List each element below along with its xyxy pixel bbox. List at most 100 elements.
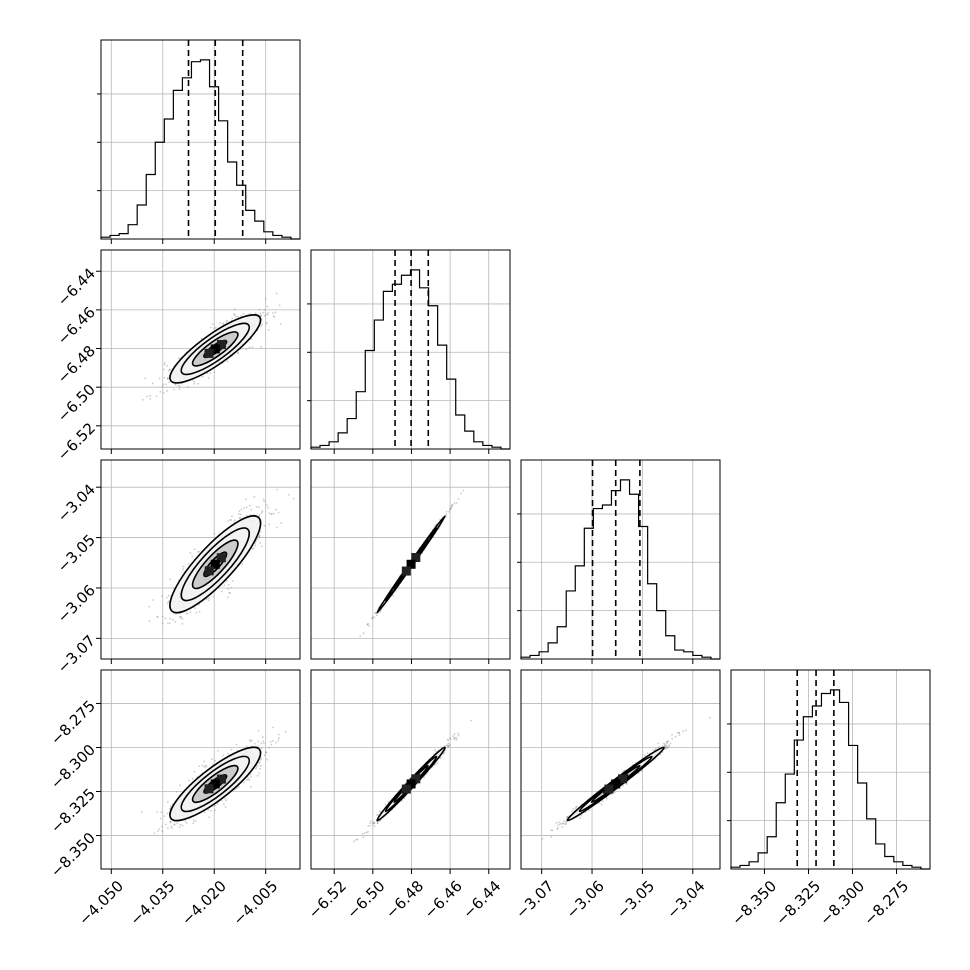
scatter-point — [436, 762, 439, 764]
scatter-point — [384, 803, 387, 806]
scatter-point — [198, 610, 201, 613]
scatter-point — [209, 809, 212, 812]
scatter-point — [161, 615, 164, 618]
scatter-point — [179, 617, 182, 619]
scatter-point — [213, 532, 216, 535]
scatter-point — [164, 617, 167, 620]
scatter-point — [448, 744, 450, 747]
scatter-point — [261, 510, 264, 512]
scatter-point — [278, 737, 280, 739]
scatter-point — [243, 781, 245, 784]
scatter-point — [237, 351, 239, 354]
scatter-point — [155, 395, 158, 398]
scatter-point — [198, 550, 201, 553]
panel-frame — [520, 459, 721, 660]
scatter-point — [272, 312, 274, 314]
scatter-point — [243, 507, 246, 509]
scatter-point — [179, 823, 182, 826]
scatter-point — [275, 741, 277, 744]
scatter-point — [196, 550, 199, 553]
scatter-point — [392, 594, 394, 597]
scatter-point — [220, 799, 223, 802]
scatter-point — [373, 822, 376, 824]
panel-3-0: −8.350−8.325−8.300−8.275−4.050 −4.035 −4.0… — [47, 669, 301, 929]
scatter-point — [362, 632, 365, 635]
scatter-point — [267, 506, 270, 509]
x-tick-label: −4.005 — [229, 877, 281, 929]
y-tick-label: −3.06 — [54, 581, 99, 626]
scatter-point — [273, 316, 276, 318]
scatter-point — [261, 323, 263, 326]
scatter-point — [181, 824, 184, 827]
scatter-point — [237, 315, 239, 318]
scatter-point — [401, 800, 404, 802]
scatter-point — [222, 754, 225, 757]
x-tick-label: −4.035 — [127, 877, 179, 929]
scatter-point — [251, 547, 254, 550]
scatter-point — [179, 784, 181, 787]
scatter-point — [242, 312, 245, 315]
scatter-point — [268, 512, 271, 515]
scatter-point — [254, 542, 256, 545]
scatter-point — [163, 815, 166, 818]
scatter-point — [443, 751, 446, 754]
density-core — [210, 779, 220, 789]
scatter-point — [258, 515, 261, 517]
scatter-point — [263, 754, 266, 756]
scatter-point — [179, 615, 182, 618]
scatter-point — [450, 505, 453, 508]
scatter-point — [238, 516, 241, 519]
scatter-point — [248, 504, 251, 507]
scatter-point — [235, 743, 238, 746]
scatter-point — [254, 312, 257, 315]
scatter-point — [178, 385, 181, 388]
scatter-point — [266, 758, 269, 761]
scatter-point — [236, 787, 239, 789]
scatter-point — [170, 825, 173, 828]
scatter-point — [270, 513, 273, 515]
scatter-point — [264, 751, 267, 754]
panel-1-1 — [307, 249, 511, 454]
scatter-point — [227, 752, 230, 755]
scatter-point — [257, 506, 260, 509]
scatter-point — [453, 737, 456, 740]
scatter-point — [376, 822, 379, 825]
scatter-point — [189, 552, 192, 554]
scatter-point — [449, 507, 452, 510]
scatter-point — [263, 308, 266, 311]
scatter-point — [247, 778, 250, 781]
scatter-point — [266, 313, 269, 316]
scatter-point — [453, 738, 456, 741]
scatter-point — [233, 519, 236, 522]
panel-0-0 — [97, 39, 301, 244]
scatter-point — [279, 323, 282, 326]
scatter-point — [222, 803, 225, 805]
scatter-point — [233, 312, 235, 315]
scatter-point — [250, 776, 253, 779]
scatter-point — [362, 836, 364, 839]
scatter-point — [158, 828, 161, 831]
scatter-point — [250, 338, 253, 340]
panel-frame — [310, 249, 511, 450]
scatter-point — [450, 506, 453, 509]
scatter-point — [275, 292, 278, 295]
scatter-point — [256, 745, 259, 748]
density-core — [401, 566, 411, 576]
scatter-point — [189, 611, 192, 613]
scatter-point — [209, 372, 212, 374]
scatter-point — [152, 599, 155, 601]
scatter-point — [254, 742, 256, 745]
scatter-point — [185, 822, 188, 824]
y-tick-label: −8.275 — [47, 697, 99, 749]
scatter-point — [251, 346, 254, 349]
scatter-point — [161, 830, 164, 833]
scatter-point — [259, 312, 262, 315]
scatter-point — [268, 523, 271, 526]
scatter-point — [161, 385, 164, 388]
scatter-point — [165, 596, 168, 599]
scatter-point — [447, 739, 450, 741]
scatter-point — [445, 744, 448, 747]
scatter-point — [258, 535, 261, 538]
scatter-point — [163, 368, 165, 371]
scatter-point — [177, 357, 180, 360]
